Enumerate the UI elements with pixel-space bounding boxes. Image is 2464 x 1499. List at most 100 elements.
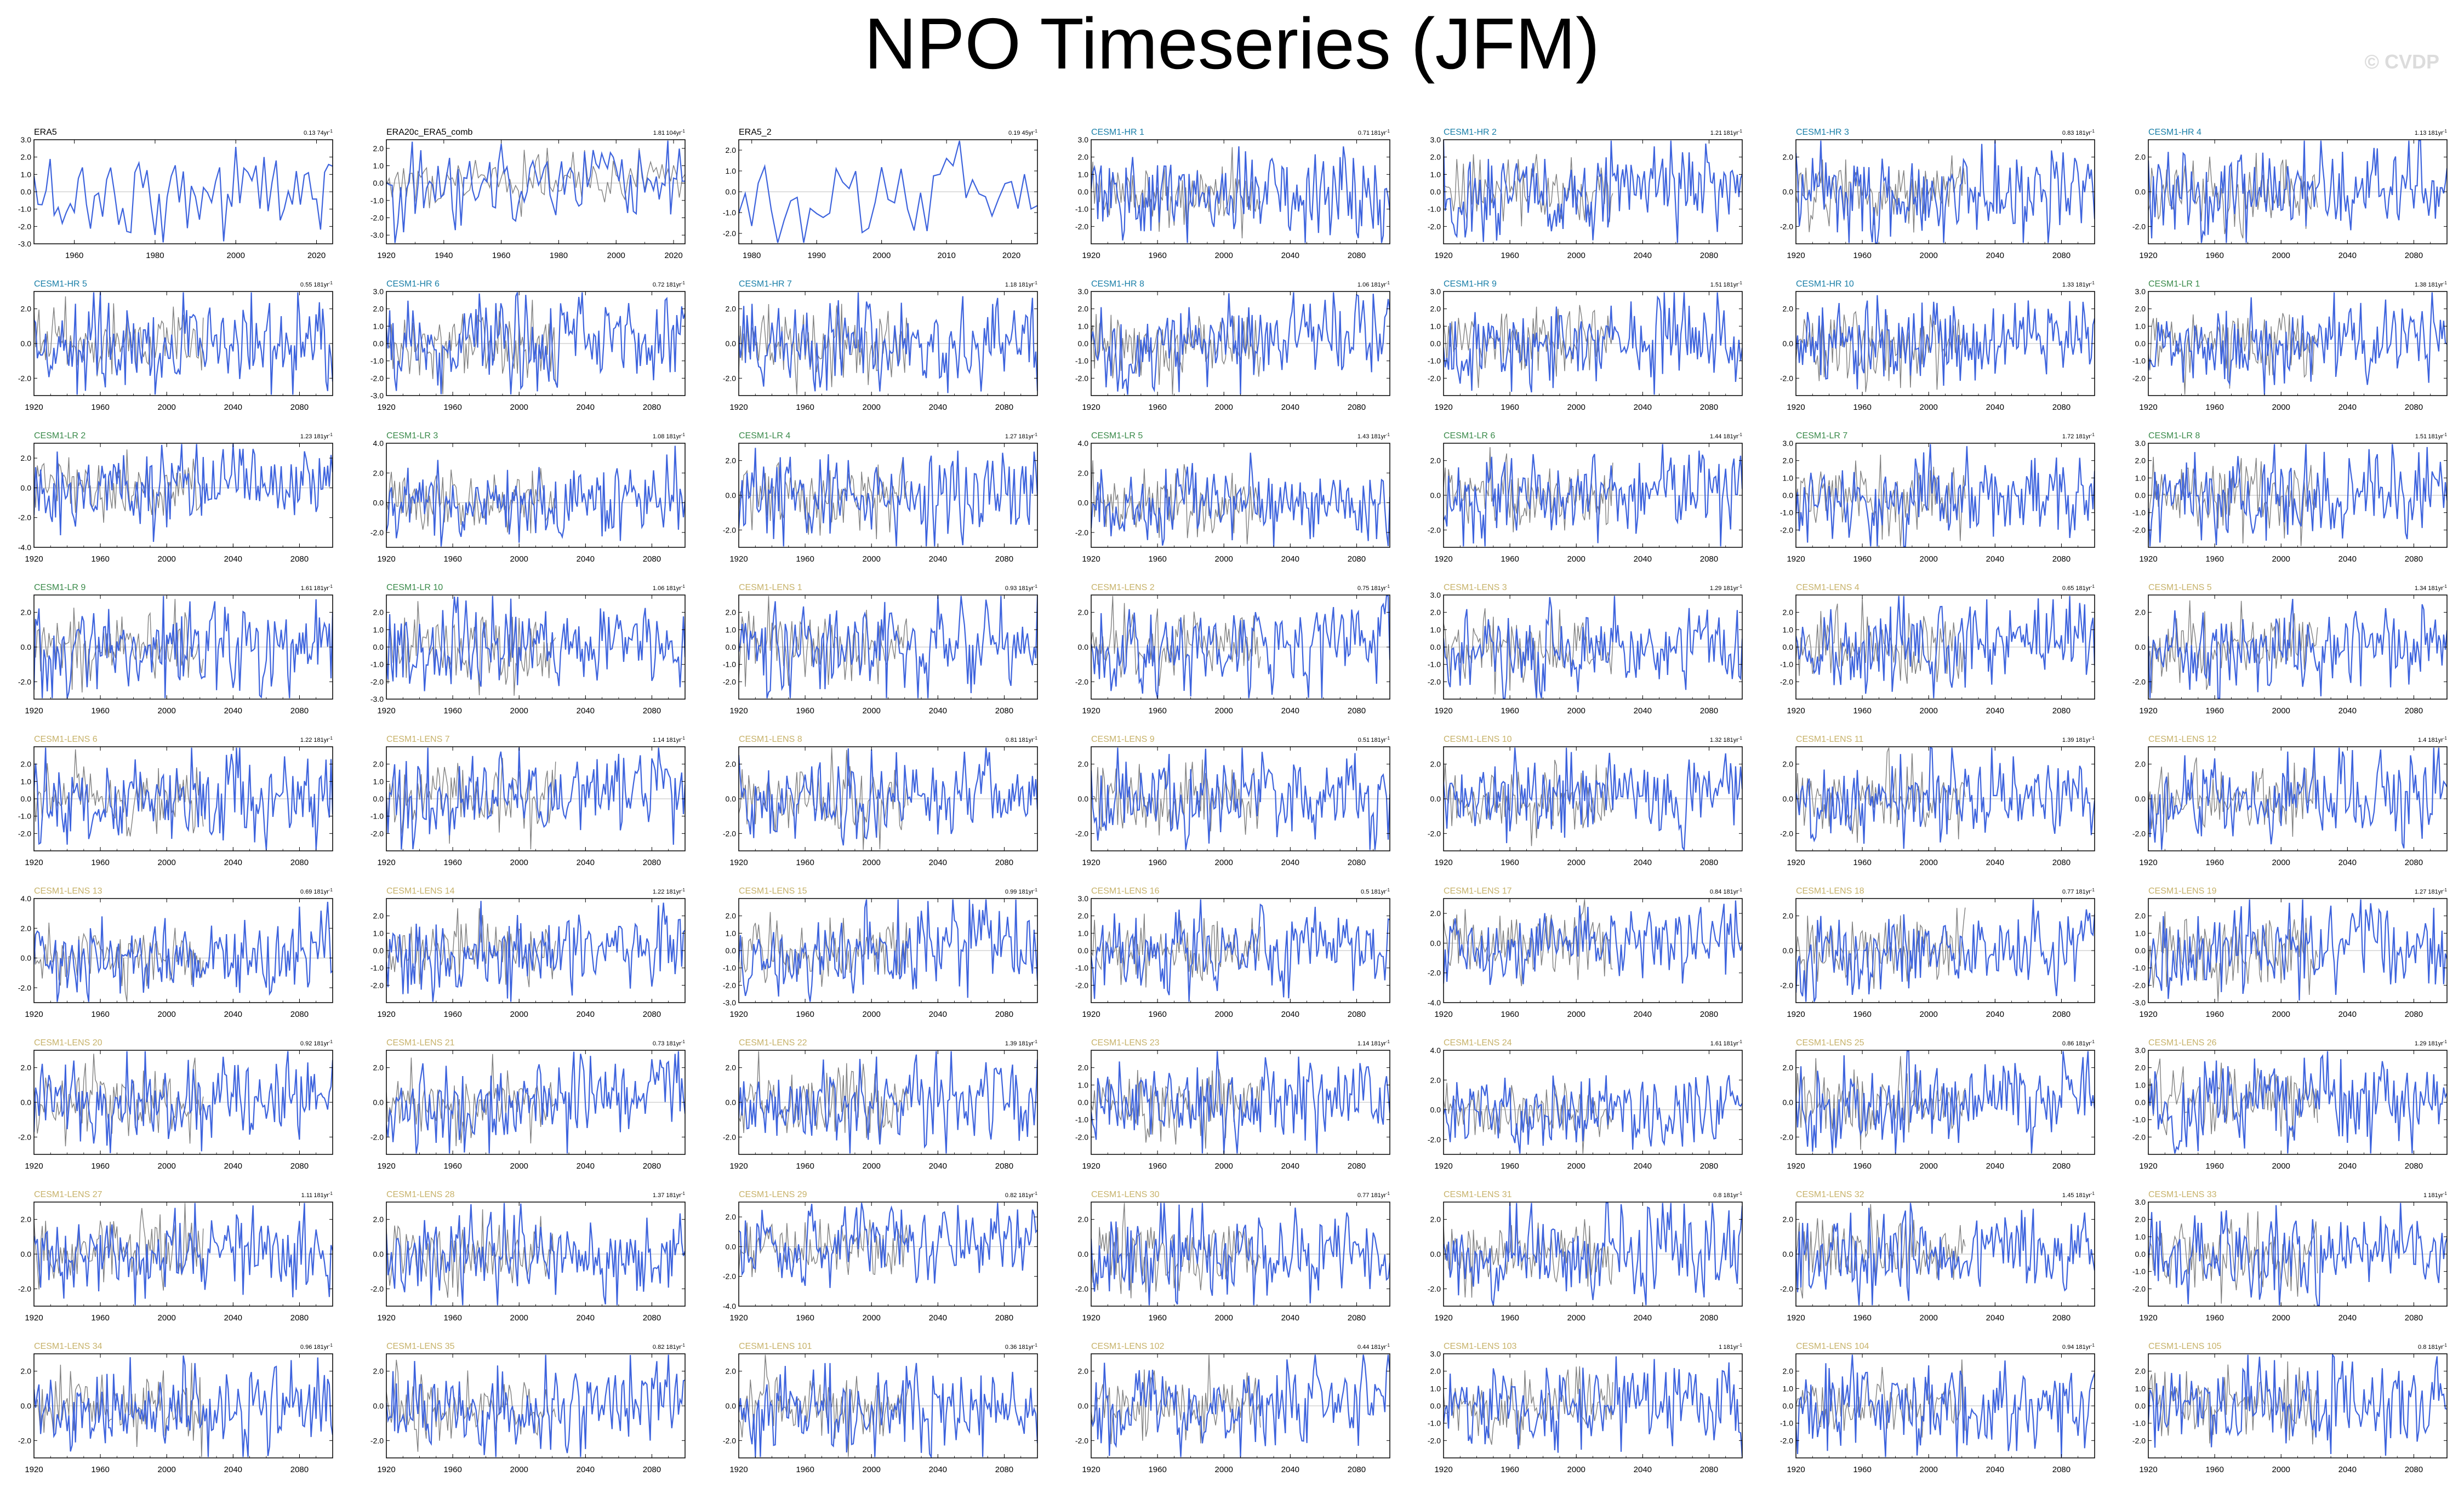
x-tick-label: 1920 [377,1162,395,1171]
y-tick-label: 2.0 [1783,912,1794,920]
trend-value: 1.18 [1005,282,1017,288]
x-tick-label: 1960 [2205,1465,2223,1474]
x-tick-label: 2040 [577,403,595,412]
series-line [2148,444,2447,547]
x-tick-label: 2040 [2338,706,2357,716]
x-tick-label: 2080 [2405,403,2423,412]
panel: CESM1-LENS 35 0.82 181yr-1 2.0 0.0 -2.0 1920 19… [370,1342,686,1474]
y-tick-label: 1.0 [1783,625,1794,634]
trend-unit: 181yr [1723,889,1738,895]
trend-value: 1.22 [300,737,312,743]
x-tick-label: 2000 [158,1313,176,1323]
x-tick-label: 1920 [25,1162,43,1171]
trend-exponent: -1 [681,888,686,892]
x-tick-label: 2040 [224,403,242,412]
y-tick-label: 3.0 [2135,439,2146,448]
y-tick-label: 2.0 [1430,760,1441,769]
panel-trend: 0.75 181yr-1 [1358,584,1390,592]
trend-exponent: -1 [2091,1191,2095,1196]
y-tick-label: 2.0 [1430,1367,1441,1376]
panel-trend: 0.19 45yr-1 [1008,129,1037,136]
x-tick-label: 1920 [2139,1465,2157,1474]
x-tick-label: 1920 [729,1465,748,1474]
x-tick-label: 2000 [510,1465,528,1474]
obs-overlay-line [739,747,909,850]
y-tick-label: 1.0 [1783,473,1794,482]
y-tick-label: 2.0 [1783,153,1794,162]
y-tick-label: -2.0 [18,1284,31,1293]
y-tick-label: -1.0 [370,660,384,669]
x-tick-label: 2040 [929,1465,947,1474]
panel-label: CESM1-LENS 2 [1091,583,1155,592]
y-tick-label: 0.0 [2135,1098,2146,1107]
y-tick-label: 0.0 [2135,1250,2146,1258]
y-tick-label: -2.0 [1075,1132,1088,1141]
x-tick-label: 2080 [2052,1162,2071,1171]
panel: CESM1-LENS 31 0.8 181yr-1 2.0 0.0 -2.0 1920 196… [1428,1190,1743,1323]
x-tick-label: 2040 [2338,858,2357,867]
y-tick-label: 0.0 [1078,1401,1089,1410]
x-tick-label: 1960 [1853,1162,1871,1171]
series-line [2148,747,2447,850]
panel: CESM1-HR 7 1.18 181yr-1 2.0 0.0 -2.0 1920 1960 2… [723,279,1038,412]
y-tick-label: -2.0 [1780,829,1793,838]
trend-exponent: -1 [2443,584,2448,589]
trend-value: 1.81 [653,130,665,136]
trend-exponent: -1 [2443,736,2448,741]
panel-label: CESM1-LENS 33 [2148,1190,2217,1199]
y-tick-label: -1.0 [18,205,31,214]
x-tick-label: 2000 [1920,1465,1938,1474]
y-tick-label: 0.0 [373,499,384,507]
x-tick-label: 1920 [1787,554,1805,564]
y-tick-label: 1.0 [373,929,384,937]
series-line [386,747,685,850]
y-tick-label: -1.0 [2132,1419,2146,1428]
trend-value: 0.86 [2062,1040,2074,1047]
obs-overlay-line [1444,759,1613,846]
series-line [1091,1203,1390,1306]
panel-label: CESM1-LR 8 [2148,431,2200,440]
x-tick-label: 2080 [1348,1313,1366,1323]
obs-overlay-line [1444,1366,1613,1446]
x-tick-label: 1960 [443,1162,461,1171]
x-tick-label: 1960 [443,1313,461,1323]
y-tick-label: -1.0 [1075,357,1088,365]
y-tick-label: 3.0 [1078,287,1089,296]
trend-unit: 181yr [2428,130,2443,136]
panel-label: ERA5_2 [739,128,772,137]
x-tick-label: 1960 [1501,251,1519,260]
series-line [1444,596,1742,699]
x-tick-label: 1920 [2139,706,2157,716]
panel-trend: 1.33 181yr-1 [2062,281,2095,288]
panel-label: CESM1-HR 3 [1796,128,1849,137]
y-tick-label: 0.0 [1430,643,1441,651]
x-tick-label: 1920 [1434,1313,1452,1323]
x-tick-label: 2000 [158,1465,176,1474]
y-tick-label: 2.0 [2135,1063,2146,1072]
y-tick-label: 2.0 [726,912,737,920]
panel-trend: 1.22 181yr-1 [653,888,686,895]
y-tick-label: 2.0 [373,760,384,769]
trend-value: 1.21 [1710,130,1722,136]
x-tick-label: 2040 [929,1162,947,1171]
panel-trend: 0.69 181yr-1 [300,888,333,895]
obs-overlay-line [34,922,204,1002]
x-tick-label: 2000 [1920,706,1938,716]
trend-exponent: -1 [681,432,686,437]
x-tick-label: 2080 [2405,1465,2423,1474]
x-tick-label: 1920 [25,858,43,867]
y-tick-label: 0.0 [1783,794,1794,803]
y-tick-label: -3.0 [18,239,31,248]
series-line [739,1051,1037,1154]
panel: CESM1-LENS 25 0.86 181yr-1 2.0 0.0 -2.0 1920 19… [1780,1038,2095,1171]
trend-exponent: -1 [1386,281,1390,285]
trend-value: 0.83 [2062,130,2074,136]
y-tick-label: -2.0 [1780,374,1793,382]
x-tick-label: 1920 [1434,858,1452,867]
x-tick-label: 1960 [1148,1465,1166,1474]
x-tick-label: 2000 [863,554,881,564]
series-line [1796,1203,2095,1306]
x-tick-label: 1920 [377,858,395,867]
obs-overlay-line [739,1218,909,1277]
y-tick-label: 2.0 [2135,456,2146,465]
